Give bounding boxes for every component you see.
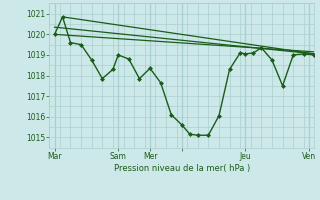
X-axis label: Pression niveau de la mer( hPa ): Pression niveau de la mer( hPa ): [114, 164, 250, 173]
